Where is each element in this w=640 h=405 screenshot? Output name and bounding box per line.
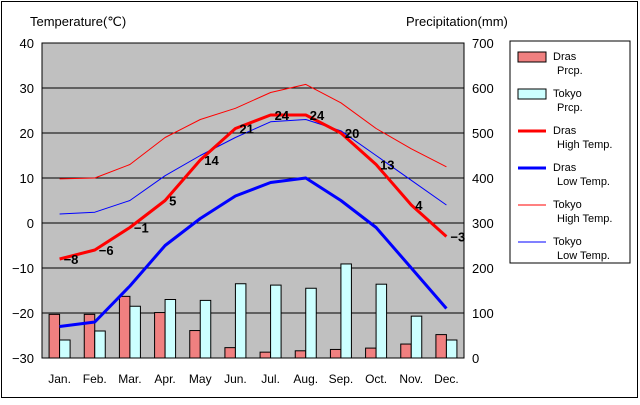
legend-label: High Temp. bbox=[557, 139, 612, 151]
right-tick-label: 600 bbox=[472, 81, 494, 96]
precip-bar bbox=[271, 285, 282, 358]
legend-label: Dras bbox=[553, 51, 577, 63]
right-tick-label: 0 bbox=[472, 351, 479, 366]
left-tick-label: −10 bbox=[12, 261, 34, 276]
right-axis-title: Precipitation(mm) bbox=[406, 14, 508, 29]
legend-label: Low Temp. bbox=[557, 250, 610, 262]
left-tick-label: 40 bbox=[20, 36, 34, 51]
right-tick-label: 400 bbox=[472, 171, 494, 186]
precip-bar bbox=[165, 300, 176, 359]
right-tick-label: 700 bbox=[472, 36, 494, 51]
left-tick-label: −30 bbox=[12, 351, 34, 366]
precip-bar bbox=[235, 284, 246, 358]
x-tick-label: Jan. bbox=[48, 372, 71, 386]
x-axis-labels: Jan. Feb. Mar. Apr. May Jun. Jul. Aug. Sep. Oct. N… bbox=[48, 372, 459, 386]
precip-bar bbox=[295, 351, 306, 358]
left-axis-title: Temperature(℃) bbox=[30, 14, 126, 29]
data-label: 21 bbox=[239, 122, 253, 137]
left-ticks: 40 30 20 10 0 −10 −20 −30 bbox=[12, 36, 34, 366]
precip-bar bbox=[119, 296, 129, 358]
legend: Dras Prcp. Tokyo Prcp. Dras High Temp. Dras Low… bbox=[510, 41, 630, 263]
x-tick-label: Dec. bbox=[434, 372, 459, 386]
legend-label: Dras bbox=[553, 162, 577, 174]
right-tick-label: 200 bbox=[472, 261, 494, 276]
legend-label: Low Temp. bbox=[557, 176, 610, 188]
left-tick-label: 10 bbox=[20, 171, 34, 186]
left-tick-label: 30 bbox=[20, 81, 34, 96]
precip-bar bbox=[306, 288, 317, 358]
data-label: −1 bbox=[134, 221, 149, 236]
data-label: 4 bbox=[415, 198, 423, 213]
data-label: −8 bbox=[64, 252, 79, 267]
x-tick-label: Nov. bbox=[399, 372, 423, 386]
precip-bar bbox=[190, 331, 201, 358]
right-ticks: 700 600 500 400 300 200 100 0 bbox=[472, 36, 494, 366]
x-tick-label: Mar. bbox=[118, 372, 141, 386]
precip-bar bbox=[130, 306, 141, 358]
precip-bar bbox=[446, 340, 457, 358]
legend-label: Dras bbox=[553, 125, 577, 137]
data-label: 24 bbox=[310, 108, 325, 123]
precip-bar bbox=[95, 331, 106, 358]
legend-label: Prcp. bbox=[557, 102, 583, 114]
x-tick-label: Apr. bbox=[154, 372, 175, 386]
data-label: −3 bbox=[450, 230, 465, 245]
right-tick-label: 500 bbox=[472, 126, 494, 141]
legend-label: Tokyo bbox=[553, 236, 582, 248]
legend-swatch bbox=[518, 89, 546, 99]
precip-bar bbox=[341, 264, 352, 358]
x-tick-label: Sep. bbox=[329, 372, 354, 386]
data-label: 24 bbox=[275, 108, 290, 123]
data-label: 20 bbox=[345, 126, 359, 141]
x-tick-label: Aug. bbox=[293, 372, 318, 386]
right-tick-label: 300 bbox=[472, 216, 494, 231]
x-tick-label: Oct. bbox=[365, 372, 387, 386]
data-label: 5 bbox=[169, 194, 176, 209]
legend-label: Tokyo bbox=[553, 88, 582, 100]
left-tick-label: 0 bbox=[27, 216, 34, 231]
precip-bar bbox=[436, 335, 447, 358]
x-tick-label: Jun. bbox=[224, 372, 247, 386]
x-tick-label: Feb. bbox=[83, 372, 107, 386]
precip-bar bbox=[225, 348, 236, 358]
left-tick-label: −20 bbox=[12, 306, 34, 321]
precip-bar bbox=[401, 344, 412, 358]
precip-bar bbox=[376, 284, 387, 358]
x-tick-label: May bbox=[189, 372, 212, 386]
left-tick-label: 20 bbox=[20, 126, 34, 141]
precip-bar bbox=[200, 300, 211, 358]
x-tick-label: Jul. bbox=[261, 372, 280, 386]
data-label: 14 bbox=[204, 153, 219, 168]
legend-swatch bbox=[518, 52, 546, 62]
precip-bar bbox=[330, 349, 341, 358]
data-label: −6 bbox=[99, 243, 114, 258]
legend-label: Tokyo bbox=[553, 199, 582, 211]
precip-bar bbox=[366, 348, 377, 358]
right-tick-label: 100 bbox=[472, 306, 494, 321]
precip-bar bbox=[411, 316, 422, 358]
data-label: 13 bbox=[380, 158, 394, 173]
precip-bar bbox=[260, 352, 271, 358]
precip-bar bbox=[49, 314, 60, 358]
legend-label: High Temp. bbox=[557, 213, 612, 225]
legend-label: Prcp. bbox=[557, 65, 583, 77]
precip-bar bbox=[60, 340, 70, 358]
precip-bar bbox=[155, 313, 166, 358]
